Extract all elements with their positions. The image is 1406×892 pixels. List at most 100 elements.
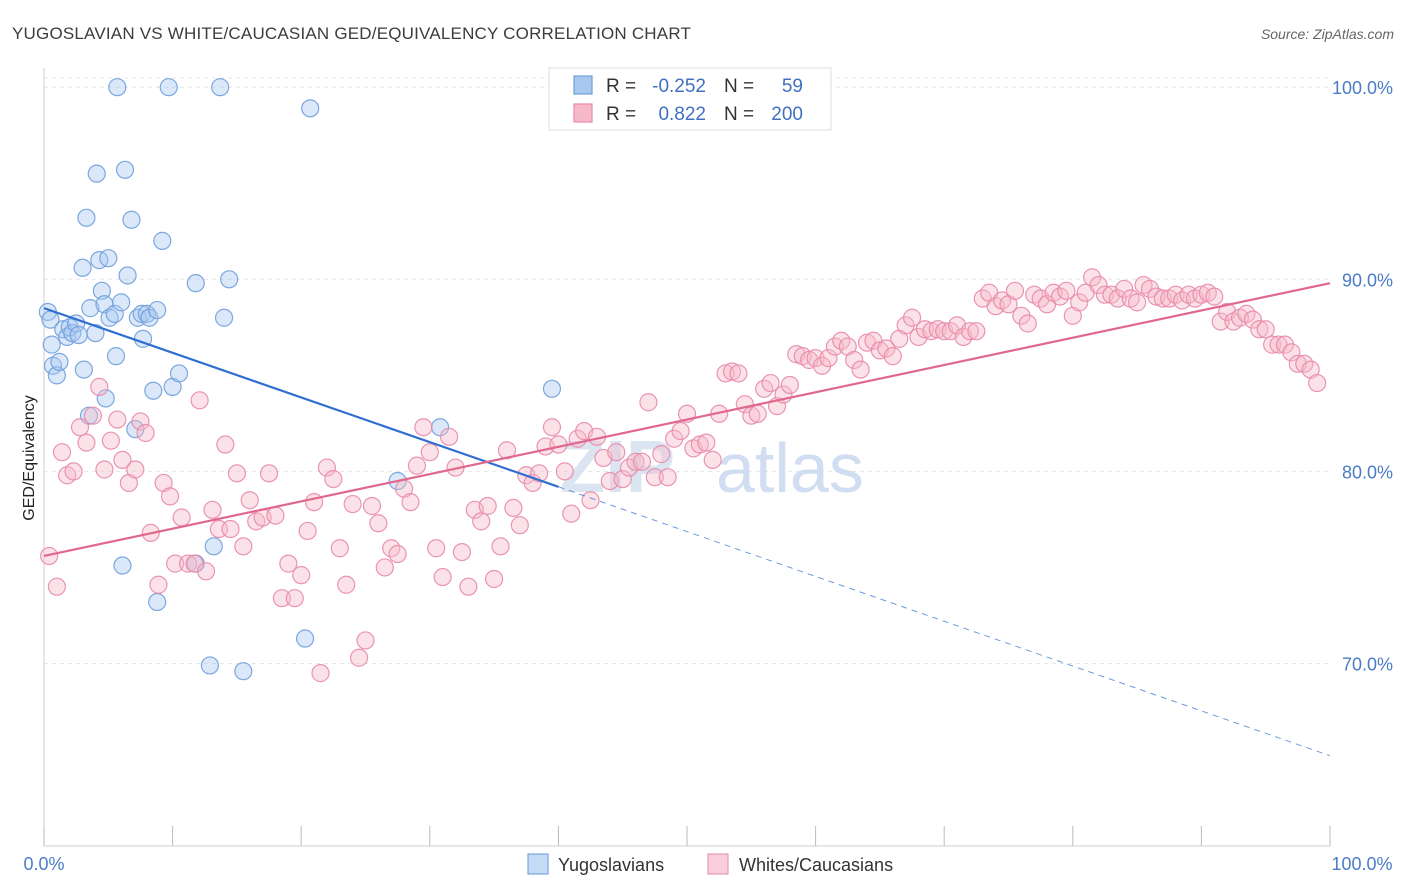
data-point [639, 393, 658, 412]
data-point [211, 78, 230, 97]
series-yugoslavians [38, 78, 562, 681]
data-point [626, 452, 645, 471]
data-point [136, 423, 155, 443]
data-point [1115, 279, 1134, 299]
data-point [362, 496, 382, 516]
chart-source: Source: ZipAtlas.com [1261, 26, 1394, 42]
y-tick-label: 80.0% [1342, 462, 1393, 482]
data-point [115, 160, 135, 179]
data-point [960, 322, 980, 341]
data-point [234, 537, 253, 556]
data-point [697, 433, 716, 452]
data-point [140, 308, 159, 327]
data-point [652, 445, 671, 464]
data-point [149, 575, 168, 594]
data-point [967, 322, 986, 341]
bottom-legend-label-yugoslavians: Yugoslavians [558, 855, 664, 875]
data-point [729, 364, 748, 383]
data-point [131, 412, 150, 431]
data-point [96, 389, 115, 408]
data-point [87, 164, 106, 183]
legend-n-value: 200 [771, 104, 803, 125]
data-point [190, 391, 209, 410]
data-point [42, 335, 61, 354]
data-point [478, 496, 497, 516]
data-point [1205, 287, 1224, 306]
data-point [311, 664, 330, 683]
data-point [101, 431, 120, 450]
data-point [748, 404, 767, 423]
data-point [144, 381, 163, 400]
data-point [204, 537, 223, 556]
data-point [126, 460, 145, 479]
data-point [922, 322, 941, 341]
data-point [1070, 293, 1089, 312]
data-point [324, 469, 343, 489]
data-point [113, 450, 132, 469]
data-point [266, 506, 285, 525]
data-point [47, 366, 66, 385]
data-point [272, 589, 292, 608]
data-point [902, 308, 922, 327]
data-point [216, 435, 235, 454]
data-point [542, 379, 562, 398]
data-point [613, 469, 632, 489]
data-point [108, 410, 127, 429]
data-point [108, 78, 127, 97]
data-point [95, 460, 114, 479]
data-point [915, 320, 935, 339]
data-point [172, 508, 191, 527]
data-point [159, 78, 178, 97]
data-point [645, 468, 664, 487]
data-point [227, 464, 246, 483]
data-point [632, 452, 652, 471]
data-point [459, 577, 478, 596]
data-point [99, 249, 118, 268]
data-point [883, 347, 902, 366]
data-point [279, 554, 298, 573]
data-point [1211, 312, 1230, 331]
data-point [742, 406, 761, 425]
data-point [148, 592, 167, 612]
data-point [1127, 293, 1147, 312]
data-point [819, 348, 838, 368]
data-point [1243, 310, 1262, 329]
trend-line-yugoslavians-extension [558, 486, 1331, 757]
watermark-atlas: atlas [716, 429, 864, 507]
legend-r-label: R = [606, 104, 636, 125]
data-point [1256, 320, 1275, 339]
data-point [105, 304, 124, 323]
data-point [1250, 320, 1269, 339]
data-point [472, 512, 491, 531]
data-point [83, 406, 102, 425]
data-point [298, 521, 317, 541]
data-point [658, 468, 677, 487]
trend-line-whites [43, 282, 1331, 558]
data-point [153, 231, 172, 250]
data-point [90, 377, 109, 396]
data-point [1057, 281, 1076, 300]
data-point [1005, 281, 1025, 300]
data-point [1108, 289, 1127, 308]
data-point [780, 375, 799, 395]
legend-r-value: -0.252 [652, 76, 706, 97]
bottom-legend-swatch-whites [707, 853, 729, 875]
data-point [69, 325, 88, 345]
legend-n-value: 59 [782, 76, 803, 97]
data-point [118, 266, 137, 285]
data-point [106, 347, 126, 366]
data-point [581, 491, 600, 510]
data-point [317, 458, 337, 477]
data-point [607, 443, 626, 462]
data-point [420, 443, 439, 462]
data-point [203, 500, 222, 519]
data-point [414, 418, 433, 437]
data-point [1282, 343, 1301, 362]
data-point [122, 210, 141, 229]
data-point [70, 418, 90, 437]
data-point [542, 418, 562, 437]
legend-r-label: R = [606, 76, 636, 97]
bottom-legend-swatch-yugoslavians [527, 853, 549, 875]
data-point [845, 350, 864, 370]
